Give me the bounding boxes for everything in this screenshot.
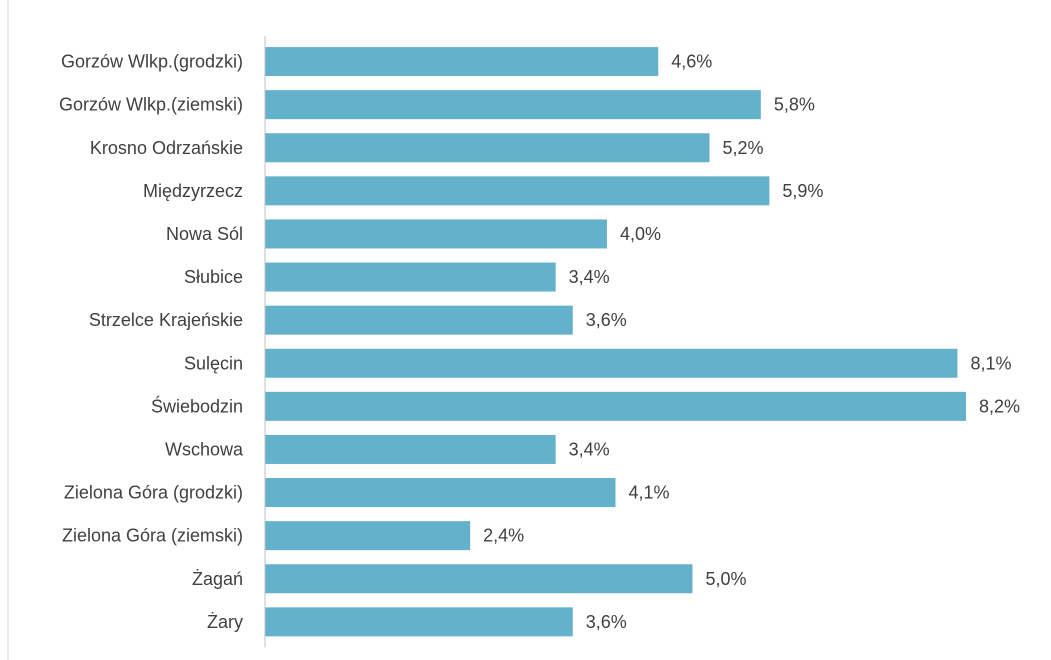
bar <box>265 47 659 77</box>
bars-group <box>265 47 966 637</box>
category-label: Zielona Góra (grodzki) <box>64 483 243 503</box>
bar <box>265 219 607 249</box>
bar <box>265 176 770 206</box>
category-label: Międzyrzecz <box>143 181 243 201</box>
value-label: 5,8% <box>774 95 815 115</box>
value-label: 3,4% <box>569 439 610 459</box>
category-label: Zielona Góra (ziemski) <box>62 526 243 546</box>
bar <box>265 521 471 551</box>
category-label: Świebodzin <box>151 395 243 416</box>
bar <box>265 564 693 594</box>
value-label: 3,4% <box>569 267 610 287</box>
value-label: 5,2% <box>723 138 764 158</box>
category-label: Strzelce Krajeńskie <box>89 310 243 330</box>
bar <box>265 133 710 163</box>
value-label: 8,1% <box>970 353 1011 373</box>
value-label: 3,6% <box>586 310 627 330</box>
bar <box>265 434 556 464</box>
bar <box>265 391 966 421</box>
value-labels: 4,6% 5,8% 5,2% 5,9% 4,0% 3,4% 3,6% 8,1% 8,2% 3,4%… <box>483 52 1020 632</box>
bar <box>265 348 958 378</box>
bar <box>265 607 573 637</box>
category-label: Gorzów Wlkp.(ziemski) <box>59 95 243 115</box>
value-label: 4,6% <box>671 52 712 72</box>
value-label: 3,6% <box>586 612 627 632</box>
value-label: 8,2% <box>979 396 1020 416</box>
bar <box>265 305 573 335</box>
category-label: Gorzów Wlkp.(grodzki) <box>61 52 243 72</box>
value-label: 2,4% <box>483 526 524 546</box>
category-label: Sulęcin <box>184 353 243 373</box>
category-label: Słubice <box>184 267 243 287</box>
bar <box>265 90 761 120</box>
value-label: 4,1% <box>629 483 670 503</box>
category-label: Żagań <box>192 569 243 589</box>
value-label: 5,0% <box>705 569 746 589</box>
category-label: Krosno Odrzańskie <box>90 138 243 158</box>
bar <box>265 262 556 292</box>
category-label: Żary <box>207 612 243 632</box>
bar <box>265 478 616 508</box>
category-label: Wschowa <box>165 439 244 459</box>
category-labels: Gorzów Wlkp.(grodzki) Gorzów Wlkp.(ziemsk… <box>59 52 244 632</box>
value-label: 5,9% <box>782 181 823 201</box>
category-label: Nowa Sól <box>166 224 243 244</box>
value-label: 4,0% <box>620 224 661 244</box>
